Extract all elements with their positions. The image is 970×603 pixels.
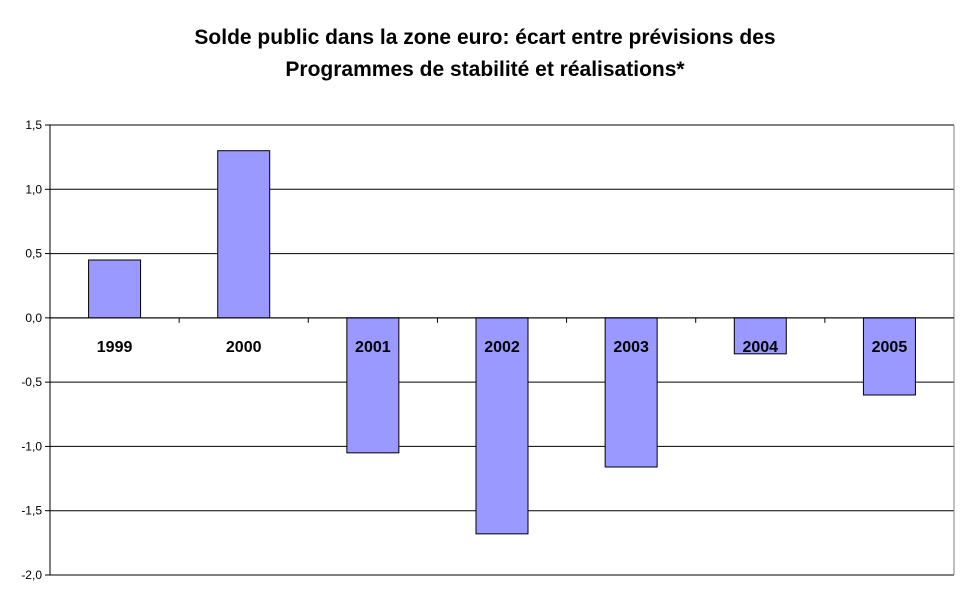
- category-label-2002: 2002: [484, 339, 520, 356]
- bar-2005: [862, 317, 916, 396]
- y-tick-label: 0,0: [25, 311, 42, 325]
- bar-2000: [217, 150, 271, 319]
- category-label-2000: 2000: [226, 339, 262, 356]
- y-tick-label: -1,0: [21, 439, 42, 453]
- y-tick-label: -2,0: [21, 568, 42, 582]
- y-tick-label: 1,5: [25, 118, 42, 132]
- bar-1999: [88, 259, 142, 319]
- bar-2003: [604, 317, 658, 468]
- y-tick-label: 1,0: [25, 182, 42, 196]
- y-tick-label: -1,5: [21, 504, 42, 518]
- chart-title-line-1: Solde public dans la zone euro: écart en…: [194, 26, 776, 49]
- category-label-2003: 2003: [613, 339, 649, 356]
- y-tick-label: 0,5: [25, 247, 42, 261]
- bar-2004: [733, 317, 787, 355]
- bar-2001: [346, 317, 400, 454]
- category-label-2004: 2004: [742, 339, 778, 356]
- category-label-2005: 2005: [872, 339, 908, 356]
- category-label-1999: 1999: [97, 339, 133, 356]
- y-tick-label: -0,5: [21, 375, 42, 389]
- bar-2002: [475, 317, 529, 535]
- category-label-2001: 2001: [355, 339, 391, 356]
- chart-title-line-2: Programmes de stabilité et réalisations*: [285, 58, 685, 81]
